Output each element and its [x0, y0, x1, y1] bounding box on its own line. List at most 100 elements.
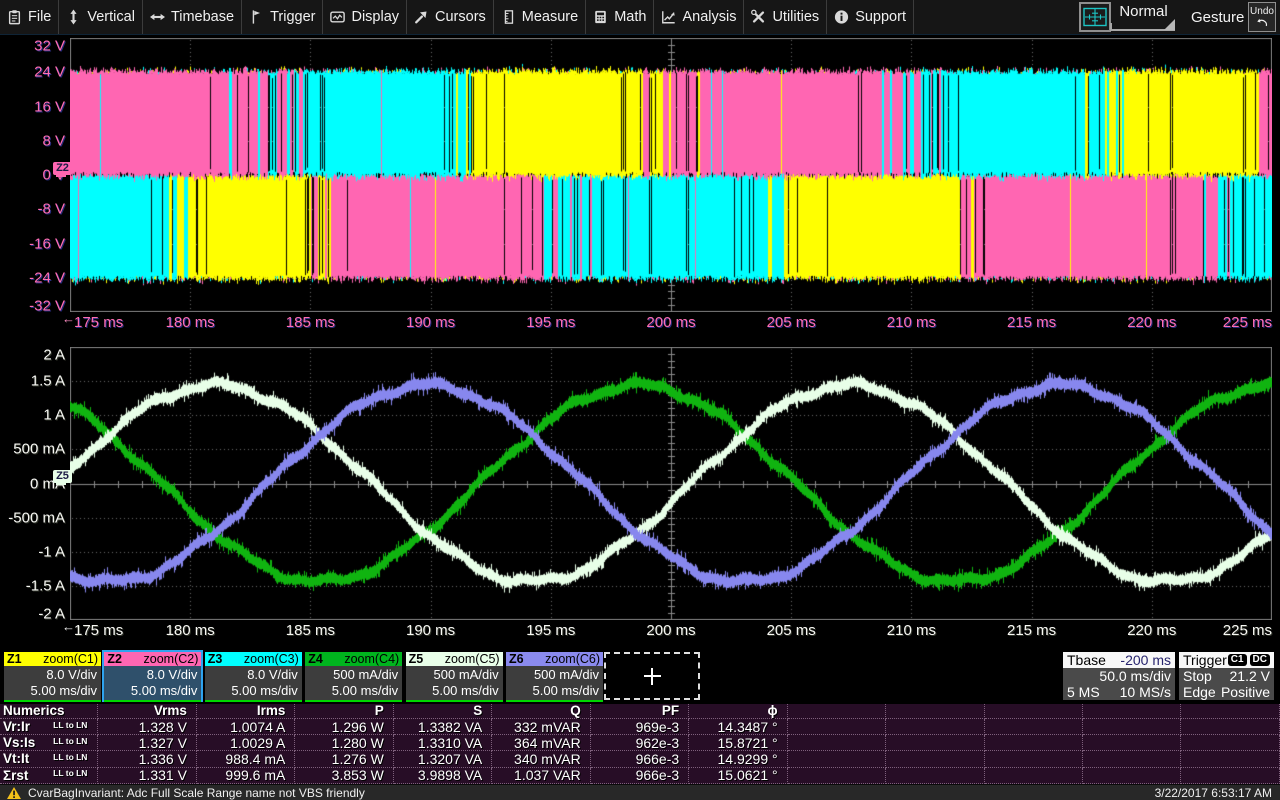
time-tick-label: 195 ms — [526, 314, 576, 331]
menu-item-label: Trigger — [270, 9, 316, 25]
menu-item-display[interactable]: Display — [323, 0, 408, 34]
descriptor-source: zoom(C1) — [43, 652, 98, 666]
trigger-kind: Edge — [1183, 684, 1216, 700]
descriptor-tdiv: 5.00 ms/div — [532, 683, 599, 698]
numerics-row-sub: LL to LN — [53, 751, 88, 762]
menu-item-vertical[interactable]: Vertical — [59, 0, 143, 34]
tools-icon — [751, 9, 766, 26]
timebase-rate: 10 MS/s — [1119, 684, 1171, 700]
y-tick-label: -1 A — [38, 543, 65, 561]
grid-mode-label: Normal — [1119, 3, 1168, 20]
numerics-value: 962e-3 — [590, 735, 690, 752]
menu-item-analysis[interactable]: Analysis — [654, 0, 745, 34]
numerics-header-4: S — [393, 704, 493, 719]
menu-item-cursors[interactable]: Cursors — [407, 0, 494, 34]
menu-item-trigger[interactable]: Trigger — [242, 0, 324, 34]
grid-mode-button[interactable] — [1079, 2, 1111, 32]
time-axis-arrow-icon: ← — [62, 311, 75, 326]
chart-icon — [661, 9, 676, 26]
numerics-header-6: PF — [590, 704, 690, 719]
numerics-value: 14.3487 ° — [689, 719, 788, 736]
numerics-empty-cell — [1082, 767, 1182, 784]
descriptor-body: 8.0 V/div 5.00 ms/div — [204, 666, 302, 700]
time-tick-label: 195 ms — [526, 622, 576, 639]
numerics-empty-cell — [886, 751, 985, 768]
vertical-arrows-icon — [66, 9, 81, 26]
numerics-header-empty — [886, 704, 985, 719]
descriptor-header: Z6 zoom(C6) — [506, 652, 603, 666]
plus-icon — [651, 667, 653, 685]
clipboard-icon — [7, 9, 22, 26]
descriptor-header: Z3 zoom(C3) — [204, 652, 302, 666]
numerics-row-name: Vs:Is LL to LN — [0, 735, 99, 752]
numerics-header-2: Irms — [196, 704, 296, 719]
descriptor-z1[interactable]: Z1 zoom(C1) 8.0 V/div 5.00 ms/div — [4, 652, 101, 702]
numerics-value: 1.0074 A — [196, 719, 296, 736]
descriptor-source: zoom(C2) — [143, 652, 199, 666]
y-tick-label: 8 V — [42, 132, 65, 150]
menu-bar: File Vertical Timebase Trigger Display Cursor… — [0, 0, 1280, 35]
trace-marker-z5[interactable]: Z5 — [53, 470, 72, 485]
voltage-waveform-grid[interactable] — [70, 38, 1272, 312]
current-waveform-grid[interactable] — [70, 347, 1272, 620]
numerics-empty-cell — [787, 719, 887, 736]
descriptor-z2[interactable]: Z2 zoom(C2) 8.0 V/div 5.00 ms/div — [102, 650, 204, 702]
grid-mode-dropdown[interactable]: Normal — [1110, 2, 1175, 31]
descriptor-source: zoom(C3) — [243, 652, 299, 666]
time-tick-label: 210 ms — [886, 622, 936, 639]
add-trace-button[interactable] — [604, 652, 700, 700]
single-grid-icon — [1083, 7, 1107, 27]
y-tick-label: -24 V — [29, 269, 65, 287]
descriptor-tdiv: 5.00 ms/div — [130, 683, 198, 698]
descriptor-z6[interactable]: Z6 zoom(C6) 500 mA/div 5.00 ms/div — [506, 652, 603, 702]
menu-item-label: Timebase — [170, 9, 235, 25]
undo-label: Undo — [1250, 6, 1274, 17]
time-tick-label: 190 ms — [405, 314, 456, 331]
descriptor-z5[interactable]: Z5 zoom(C5) 500 mA/div 5.00 ms/div — [405, 652, 503, 702]
menu-item-file[interactable]: File — [0, 0, 60, 34]
descriptor-header: Z4 zoom(C4) — [305, 652, 403, 666]
numerics-row-name: Vt:It LL to LN — [0, 751, 99, 768]
menu-item-timebase[interactable]: Timebase — [143, 0, 243, 34]
trigger-box[interactable]: Trigger C1 DC Stop 21.2 V Edge Positive — [1179, 652, 1274, 700]
time-tick-label: 185 ms — [285, 314, 335, 331]
trigger-badges: C1 DC — [1227, 654, 1270, 666]
numerics-row-sub: LL to LN — [53, 768, 88, 779]
descriptor-tdiv: 5.00 ms/div — [331, 683, 399, 698]
time-tick-label: 175 ms — [74, 622, 124, 639]
descriptor-vdiv: 500 mA/div — [533, 667, 599, 682]
numerics-value: 1.037 VAR — [492, 767, 591, 784]
menu-item-measure[interactable]: Measure — [494, 0, 587, 34]
descriptor-body: 8.0 V/div 5.00 ms/div — [104, 666, 202, 700]
trigger-mode: Stop — [1183, 668, 1212, 684]
y-tick-label: 24 V — [34, 63, 65, 81]
descriptor-header: Z1 zoom(C1) — [4, 652, 101, 666]
menu-item-math[interactable]: Math — [586, 0, 655, 34]
descriptor-id: Z2 — [107, 652, 122, 666]
numerics-value: 1.280 W — [295, 735, 394, 752]
dropdown-underline — [1110, 29, 1175, 31]
trace-marker-tail — [56, 174, 66, 177]
timebase-title: Tbase — [1067, 652, 1106, 668]
descriptor-id: Z3 — [207, 652, 223, 666]
undo-button[interactable]: Undo — [1248, 2, 1276, 32]
numerics-header-empty — [1082, 704, 1182, 719]
y-tick-label: 1.5 A — [30, 372, 65, 390]
descriptor-tdiv: 5.00 ms/div — [231, 683, 298, 698]
y-tick-label: -16 V — [29, 235, 65, 252]
menu-item-label: Display — [351, 9, 400, 25]
numerics-empty-cell — [886, 735, 985, 752]
trigger-body: Stop 21.2 V Edge Positive — [1179, 668, 1274, 700]
timebase-box[interactable]: Tbase -200 ms 50.0 ms/div 5 MS 10 MS/s — [1063, 652, 1175, 700]
numerics-value: 1.331 V — [98, 767, 197, 784]
cursor-arrow-icon — [414, 9, 429, 26]
trace-marker-z2[interactable]: Z2 — [53, 162, 72, 177]
menu-item-support[interactable]: Support — [827, 0, 914, 34]
descriptor-active-underline — [204, 700, 302, 702]
menu-item-utilities[interactable]: Utilities — [744, 0, 828, 34]
numerics-table[interactable]: Numerics Vrms Irms P S Q PF ϕ Vr:Ir LL to LN 1.328… — [0, 704, 1280, 784]
ruler-icon — [501, 9, 516, 26]
descriptor-z3[interactable]: Z3 zoom(C3) 8.0 V/div 5.00 ms/div — [204, 652, 302, 702]
numerics-value: 969e-3 — [590, 719, 690, 736]
descriptor-z4[interactable]: Z4 zoom(C4) 500 mA/div 5.00 ms/div — [305, 652, 403, 702]
